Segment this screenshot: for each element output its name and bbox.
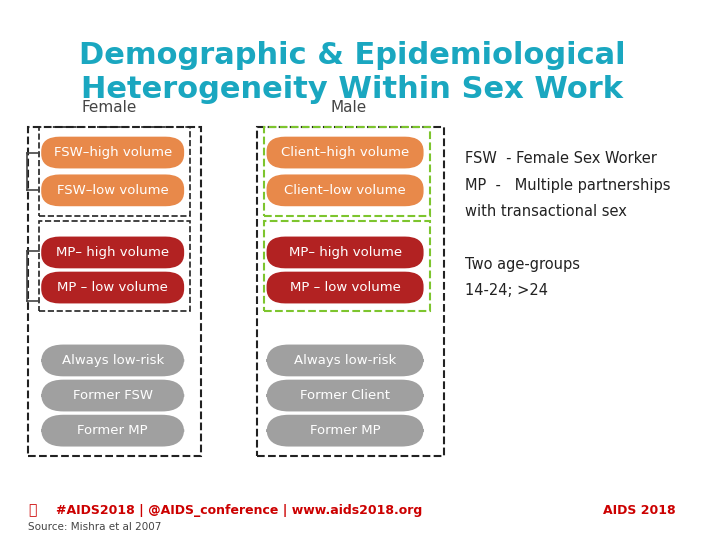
Text: Female: Female [81,100,137,116]
FancyBboxPatch shape [268,138,423,167]
Text: Male: Male [330,100,366,116]
FancyBboxPatch shape [42,381,183,410]
FancyBboxPatch shape [42,273,183,302]
Text: MP – low volume: MP – low volume [57,281,168,294]
Text: MP– high volume: MP– high volume [289,246,402,259]
Text: FSW–high volume: FSW–high volume [53,146,172,159]
Text: Former FSW: Former FSW [73,389,153,402]
Text: Source: Mishra et al 2007: Source: Mishra et al 2007 [28,522,161,531]
Text: FSW–low volume: FSW–low volume [57,184,168,197]
Bar [257,127,444,456]
Text: Demographic & Epidemiological
Heterogeneity Within Sex Work: Demographic & Epidemiological Heterogene… [78,40,626,104]
Bar [264,127,430,216]
Text: #AIDS2018 | @AIDS_conference | www.aids2018.org: #AIDS2018 | @AIDS_conference | www.aids2… [56,504,423,517]
Text: MP– high volume: MP– high volume [56,246,169,259]
Bar [28,127,201,456]
FancyBboxPatch shape [268,416,423,446]
Text: Client–high volume: Client–high volume [281,146,409,159]
FancyBboxPatch shape [268,346,423,375]
Bar [264,221,430,310]
FancyBboxPatch shape [42,346,183,375]
Bar [39,221,190,310]
Text: 14-24; >24: 14-24; >24 [465,283,548,298]
Text: Former MP: Former MP [310,424,380,437]
Text: FSW  - Female Sex Worker: FSW - Female Sex Worker [465,151,657,166]
FancyBboxPatch shape [268,273,423,302]
FancyBboxPatch shape [42,176,183,205]
Text: with transactional sex: with transactional sex [465,204,626,219]
Text: Always low-risk: Always low-risk [294,354,396,367]
Text: MP – low volume: MP – low volume [289,281,400,294]
Text: Client–low volume: Client–low volume [284,184,406,197]
Text: 🐦: 🐦 [28,503,37,517]
FancyBboxPatch shape [268,176,423,205]
Text: MP  -   Multiple partnerships: MP - Multiple partnerships [465,178,670,193]
FancyBboxPatch shape [42,238,183,267]
FancyBboxPatch shape [42,416,183,446]
Bar [39,127,190,216]
FancyBboxPatch shape [42,138,183,167]
FancyBboxPatch shape [268,381,423,410]
Text: AIDS 2018: AIDS 2018 [603,504,676,517]
Text: Two age-groups: Two age-groups [465,256,580,272]
FancyBboxPatch shape [268,238,423,267]
Text: Former Client: Former Client [300,389,390,402]
Text: Former MP: Former MP [77,424,148,437]
Text: Always low-risk: Always low-risk [61,354,164,367]
